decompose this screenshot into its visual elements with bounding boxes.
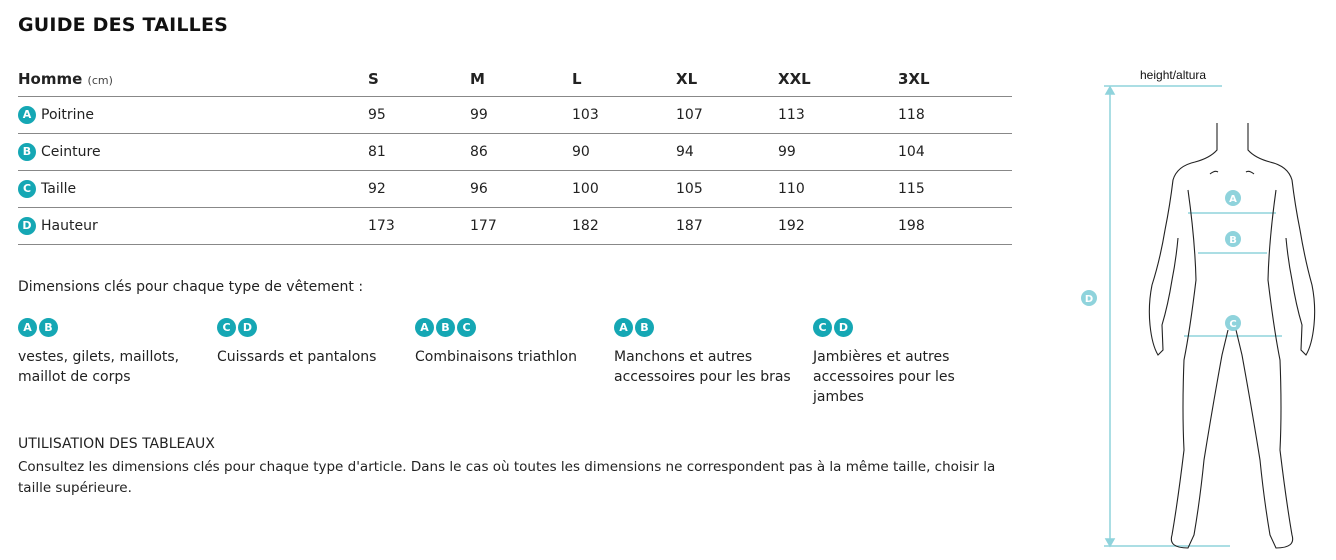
badge-b: B	[635, 317, 654, 337]
unit-label: (cm)	[87, 74, 113, 87]
badge-a: A	[415, 317, 434, 337]
garment-group: A B Manchons et autres accessoires pour le…	[614, 317, 804, 387]
table-row: B Ceinture 81 86 90 94 99 104	[18, 133, 1012, 171]
usage-title: UTILISATION DES TABLEAUX	[18, 436, 215, 452]
figure-marker-label: D	[1085, 294, 1093, 305]
size-header: L	[572, 62, 676, 97]
badge-c: C	[813, 317, 832, 337]
size-value: 173	[368, 207, 470, 245]
size-header: M	[470, 62, 572, 97]
size-value: 105	[676, 170, 778, 208]
table-header: Homme (cm) S M L XL XXL 3XL	[18, 62, 1012, 97]
measurement-label: Poitrine	[41, 107, 95, 123]
garment-group: A B C Combinaisons triathlon	[415, 317, 605, 367]
size-value: 99	[778, 133, 898, 171]
size-value: 86	[470, 133, 572, 171]
size-value: 95	[368, 96, 470, 134]
garment-text: Manchons et autres accessoires pour les …	[614, 349, 791, 385]
size-value: 182	[572, 207, 676, 245]
badge-c: C	[457, 317, 476, 337]
size-value: 192	[778, 207, 898, 245]
gender-label: Homme	[18, 70, 83, 88]
table-row: A Poitrine 95 99 103 107 113 118	[18, 96, 1012, 134]
badge-a: A	[18, 317, 37, 337]
size-value: 92	[368, 170, 470, 208]
badge-c: C	[18, 180, 36, 198]
page-title: GUIDE DES TAILLES	[18, 14, 229, 36]
size-value: 96	[470, 170, 572, 208]
size-value: 110	[778, 170, 898, 208]
garment-group: C D Cuissards et pantalons	[217, 317, 407, 367]
measurement-label: Hauteur	[41, 218, 98, 234]
size-value: 107	[676, 96, 778, 134]
key-dimensions-title: Dimensions clés pour chaque type de vête…	[18, 279, 364, 295]
size-value: 100	[572, 170, 676, 208]
badge-b: B	[18, 143, 36, 161]
garment-text: vestes, gilets, maillots, maillot de cor…	[18, 349, 180, 385]
size-header: 3XL	[898, 62, 1012, 97]
size-header: XXL	[778, 62, 898, 97]
size-value: 103	[572, 96, 676, 134]
garment-text: Cuissards et pantalons	[217, 349, 377, 365]
size-value: 198	[898, 207, 1012, 245]
figure-marker-label: A	[1229, 194, 1237, 205]
measurement-label: Taille	[41, 181, 77, 197]
usage-text: Consultez les dimensions clés pour chaqu…	[18, 459, 996, 496]
badge-b: B	[436, 317, 455, 337]
figure-marker-a	[1225, 190, 1241, 206]
size-value: 118	[898, 96, 1012, 134]
badge-a: A	[614, 317, 633, 337]
size-value: 177	[470, 207, 572, 245]
table-row: D Hauteur 173 177 182 187 192 198	[18, 207, 1012, 245]
size-value: 90	[572, 133, 676, 171]
garment-group: C D Jambières et autres accessoires pour l…	[813, 317, 1003, 407]
figure-marker-label: B	[1229, 235, 1237, 246]
measurement-label: Ceinture	[41, 144, 101, 160]
table-row: C Taille 92 96 100 105 110 115	[18, 170, 1012, 208]
garment-text: Combinaisons triathlon	[415, 349, 577, 365]
size-header: XL	[676, 62, 778, 97]
figure-marker-d	[1081, 290, 1097, 306]
figure-marker-label: C	[1229, 319, 1236, 330]
size-value: 115	[898, 170, 1012, 208]
badge-b: B	[39, 317, 58, 337]
size-value: 99	[470, 96, 572, 134]
size-value: 104	[898, 133, 1012, 171]
size-value: 187	[676, 207, 778, 245]
figure-marker-b	[1225, 231, 1241, 247]
badge-c: C	[217, 317, 236, 337]
size-value: 81	[368, 133, 470, 171]
figure-marker-c	[1225, 315, 1241, 331]
size-value: 113	[778, 96, 898, 134]
garment-text: Jambières et autres accessoires pour les…	[813, 349, 955, 405]
size-value: 94	[676, 133, 778, 171]
badge-a: A	[18, 106, 36, 124]
size-table: Homme (cm) S M L XL XXL 3XL A Poitrine 95 9…	[18, 62, 1012, 245]
height-label: height/altura	[1140, 68, 1207, 82]
size-header: S	[368, 62, 470, 97]
body-figure: A B C D	[1081, 85, 1316, 549]
badge-d: D	[834, 317, 853, 337]
badge-d: D	[18, 217, 36, 235]
badge-d: D	[238, 317, 257, 337]
